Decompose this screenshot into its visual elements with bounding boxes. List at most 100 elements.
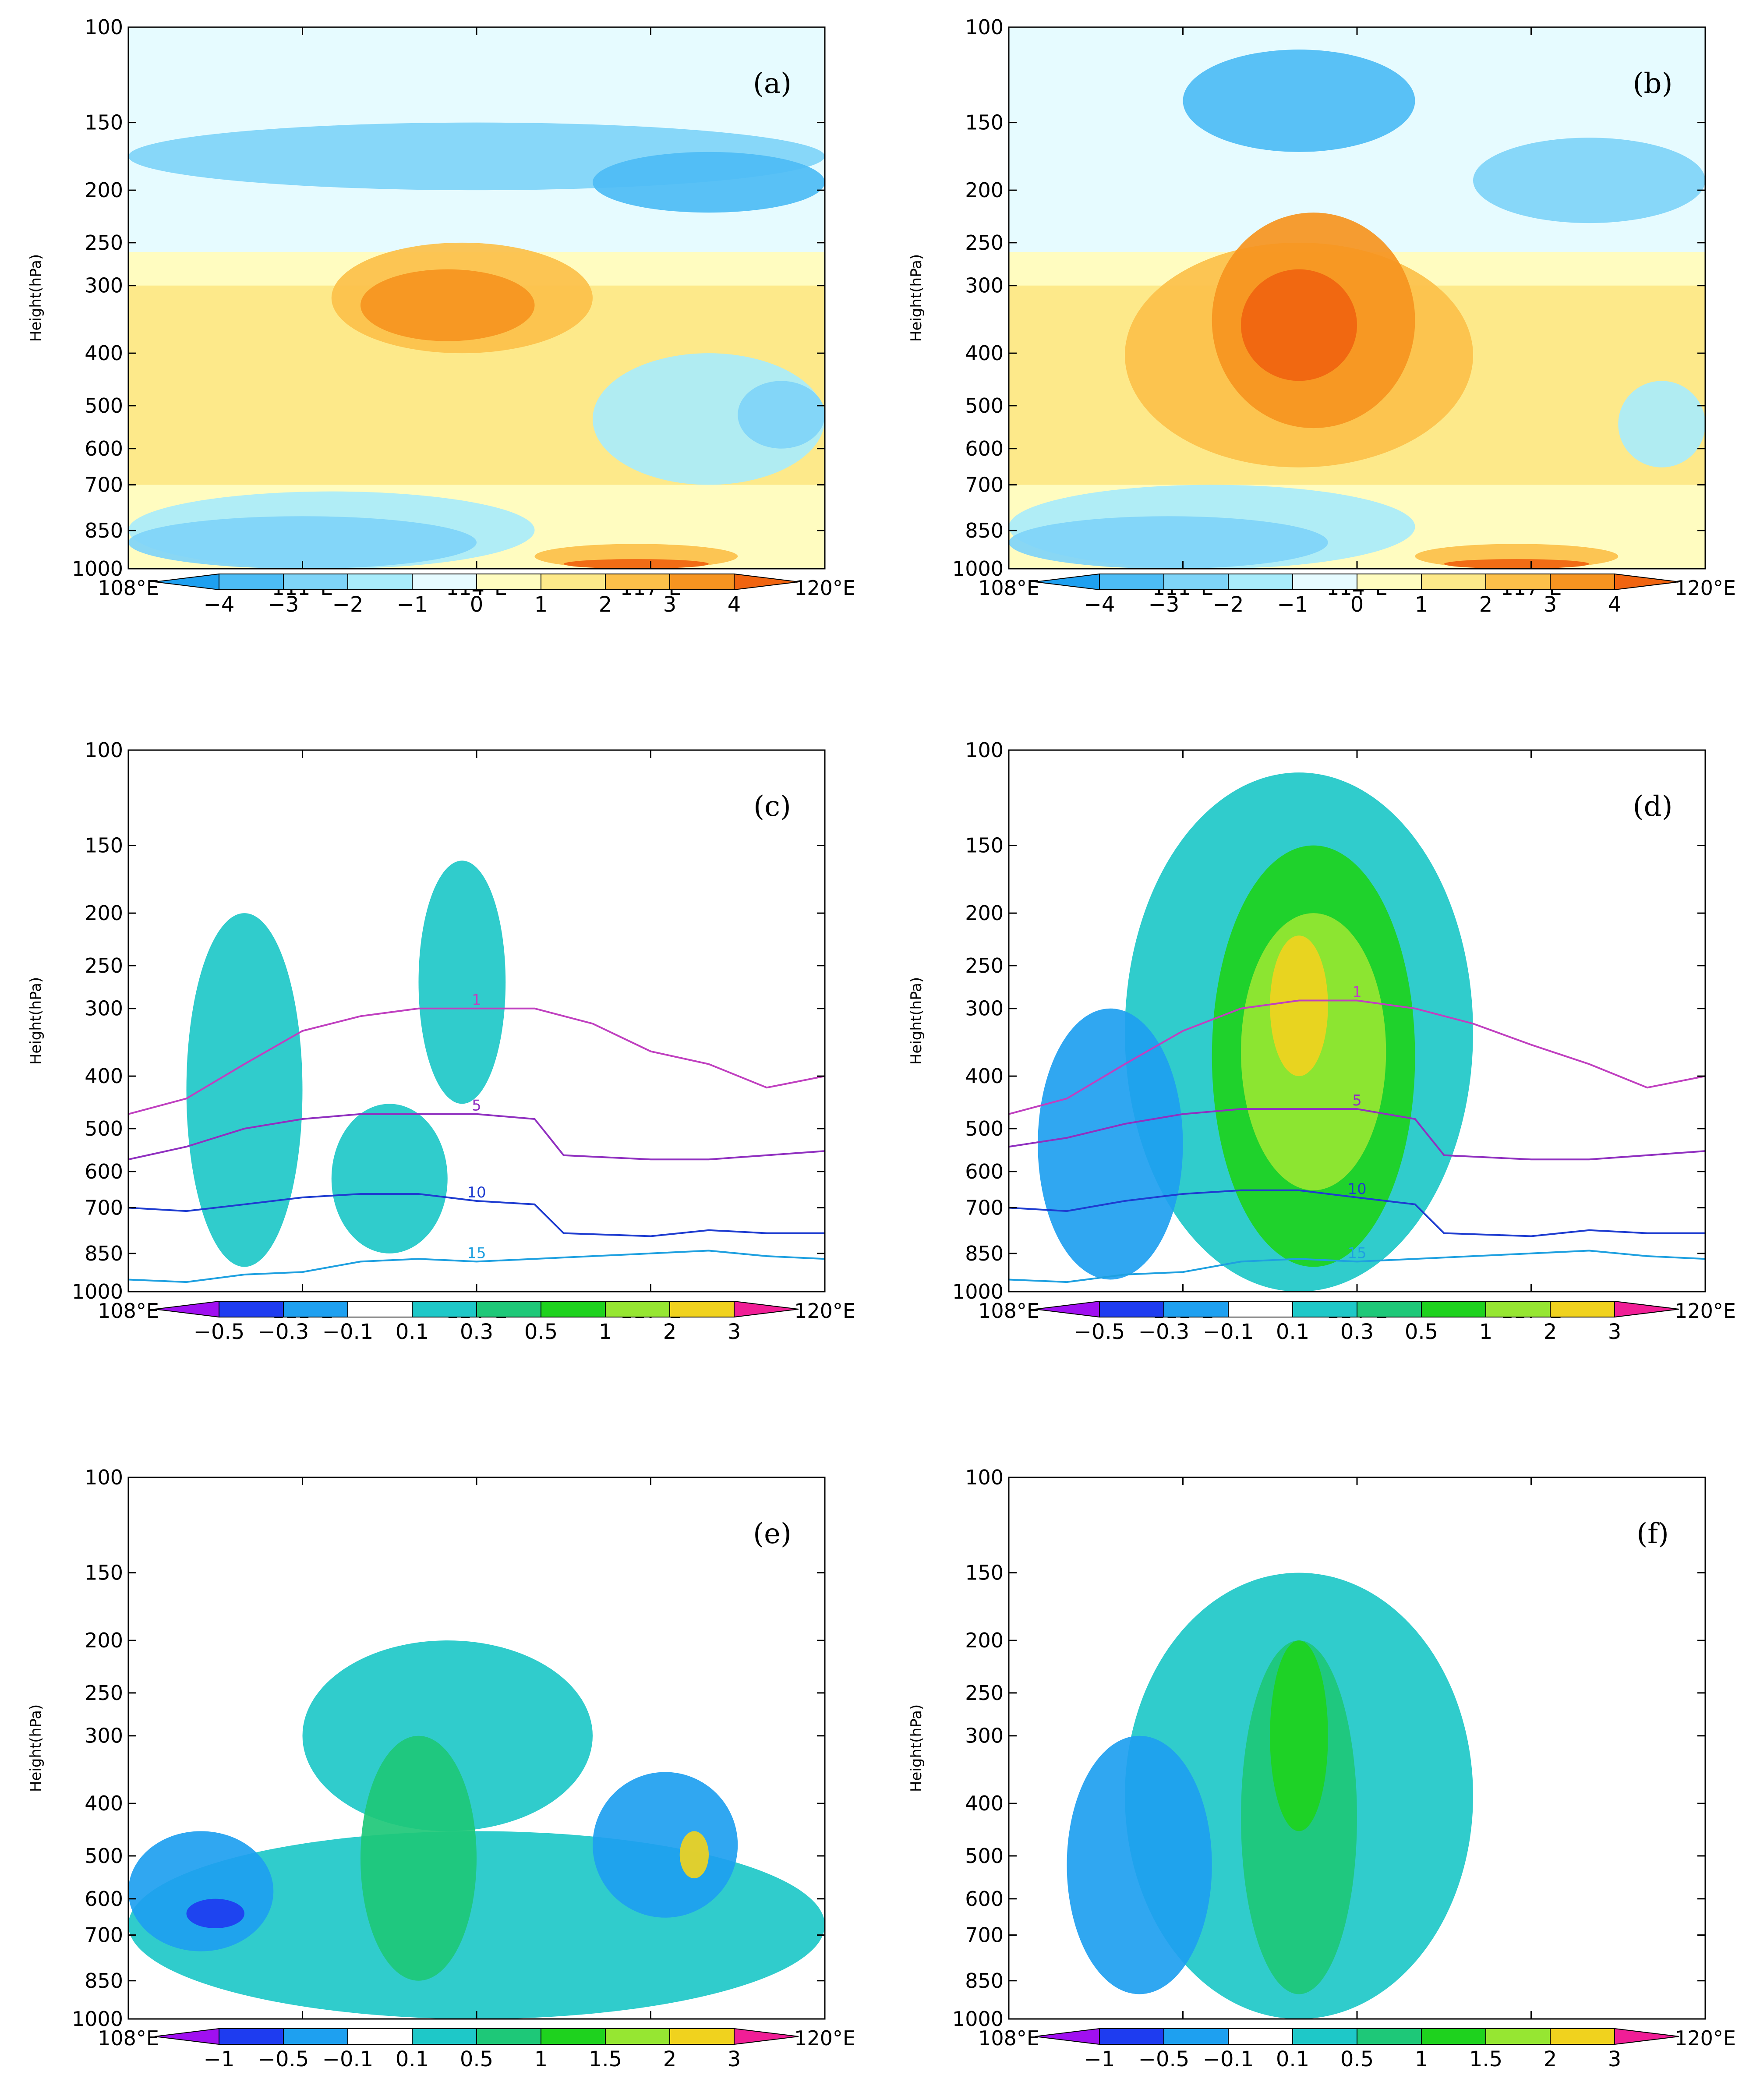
colorbar-swatch [1421,2028,1486,2045]
contour-label-5: 5 [1352,1092,1362,1109]
y-tick-label: 1000 [952,1280,1004,1303]
colorbar-swatch [1099,1301,1164,1317]
contour-line-1 [128,1007,825,1115]
colorbar-label: 2 [663,1320,677,1344]
y-tick-label: 600 [85,437,123,460]
colorbar-label: −2 [332,592,364,617]
y-tick-label: 150 [965,834,1004,857]
y-tick-label: 600 [965,1887,1004,1911]
y-tick-label: 200 [965,901,1004,925]
y-tick-label: 200 [85,1629,123,1652]
contour-label-15: 15 [467,1244,486,1262]
y-tick-label: 1000 [72,1280,123,1303]
colorbar-swatch [347,574,413,590]
y-tick-label: 150 [85,111,123,135]
colorbar-label: −0.5 [1138,2047,1190,2072]
colorbar-label: −2 [1213,592,1244,617]
y-tick-label: 100 [85,1466,123,1489]
y-tick-label: 250 [965,231,1004,255]
colorbar-swatch [734,573,799,591]
panel-label: (c) [753,790,791,823]
x-tick-label: 120°E [1675,2026,1736,2050]
colorbar-swatch [283,574,348,590]
field [1009,27,1705,569]
colorbar-swatch [734,2028,799,2045]
field-region-6 [679,1831,709,1879]
colorbar-label: 3 [1608,2047,1622,2072]
field [128,27,825,569]
panel-label: (f) [1636,1518,1669,1550]
y-tick-label: 600 [85,1887,123,1911]
colorbar-swatch [1292,574,1357,590]
colorbar-swatch [541,1301,606,1317]
colorbar-label: 3 [728,1320,741,1344]
colorbar-swatch [1228,574,1293,590]
colorbar-label: 2 [1544,1320,1557,1344]
field-region-0 [1183,50,1415,152]
y-tick-label: 850 [965,1969,1004,1993]
colorbar-swatch [1292,2028,1357,2045]
colorbar-swatch [541,574,606,590]
colorbar-swatch [476,574,541,590]
y-tick-label: 300 [85,1724,123,1748]
colorbar-label: 3 [1608,1320,1622,1344]
y-tick-label: 850 [85,519,123,542]
colorbar-swatch [347,1301,413,1317]
colorbar-label: −4 [204,592,235,617]
colorbar-swatch [412,1301,477,1317]
panel-c: 1510151001502002503004005006007008501000… [27,738,855,1344]
y-tick-label: 500 [965,394,1004,418]
contour-line-5 [128,1113,825,1161]
field-region-3 [1067,1735,1212,1994]
y-tick-label: 100 [85,15,123,39]
y-tick-label: 500 [85,394,123,418]
y-tick-label: 300 [85,274,123,297]
field-region-0 [331,1104,448,1254]
panel-label: (e) [753,1518,792,1550]
contour-label-5: 5 [472,1097,481,1115]
y-tick-label: 700 [85,473,123,497]
colorbar-swatch [1485,1301,1551,1317]
colorbar-swatch [1163,2028,1229,2045]
colorbar-swatch [1550,2028,1615,2045]
field-region-4 [186,1898,244,1928]
field-region-5 [593,1772,738,1918]
colorbar-swatch [1035,573,1100,591]
contour-line-1 [1009,999,1705,1115]
colorbar-swatch [1357,1301,1422,1317]
colorbar-label: −0.1 [322,2047,374,2072]
colorbar-label: 3 [728,2047,741,2072]
colorbar-label: 0.1 [396,1320,429,1344]
y-axis-label: Height(hPa) [27,254,45,342]
contour-label-10: 10 [1347,1180,1366,1198]
colorbar-swatch [669,2028,735,2045]
y-tick-label: 150 [965,1561,1004,1585]
colorbar-swatch [219,2028,284,2045]
colorbar-swatch [605,574,670,590]
colorbar-label: 3 [1544,592,1557,617]
colorbar-swatch [219,1301,284,1317]
panel-label: (d) [1633,790,1673,823]
field-region-9 [563,559,709,569]
field-region-2 [360,1735,477,1981]
colorbar-swatch [1163,1301,1229,1317]
colorbar-label: −0.3 [1138,1320,1190,1344]
colorbar-label: −1 [1277,592,1308,617]
colorbar-label: 0.1 [1276,2047,1309,2072]
colorbar-swatch [1357,2028,1422,2045]
colorbar-swatch [1614,2028,1679,2045]
field-region-3 [1270,935,1328,1077]
contour-label-1: 1 [1352,984,1362,1001]
colorbar-label: −3 [268,592,299,617]
colorbar-label: 1.5 [589,2047,622,2072]
y-tick-label: 1000 [952,2007,1004,2031]
field-region-9 [1444,559,1589,569]
panel-label: (a) [753,67,792,100]
colorbar-swatch [154,2028,219,2045]
colorbar-swatch [605,2028,670,2045]
colorbar-swatch [1035,1300,1100,1318]
colorbar-swatch [1550,1301,1615,1317]
